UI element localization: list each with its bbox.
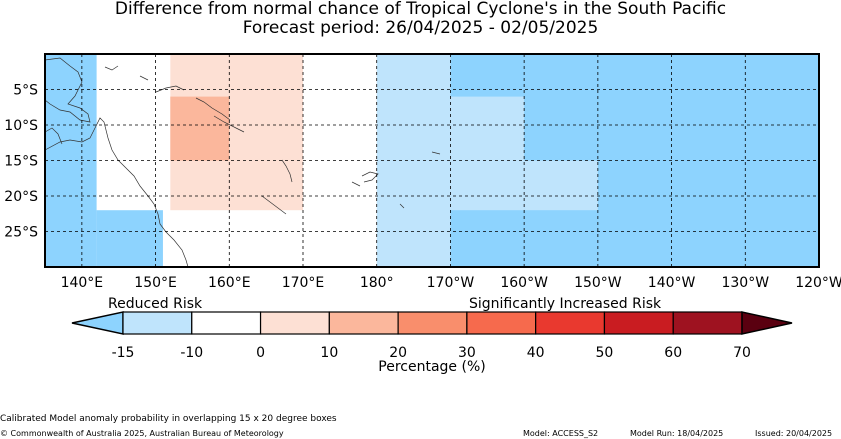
coastline-segment — [104, 65, 119, 71]
anomaly-cell — [450, 96, 525, 211]
colorbar-bin — [535, 311, 606, 335]
colorbar-tick-label: -10 — [180, 345, 203, 361]
coastline-segment — [281, 159, 293, 183]
coastline-segment — [261, 195, 287, 215]
colorbar-tick-label: 40 — [527, 345, 545, 361]
lat-tick-label: 15°S — [4, 154, 38, 170]
lon-tick-label: 170°E — [282, 275, 325, 291]
coastline-segment — [213, 115, 245, 133]
coastline — [44, 57, 441, 268]
colorbar-tick-label: 30 — [458, 345, 476, 361]
anomaly-cell — [170, 96, 230, 161]
lat-tick-label: 5°S — [13, 83, 38, 99]
colorbar-tick-label: 20 — [389, 345, 407, 361]
issued-date: Issued: 20/04/2025 — [755, 429, 833, 438]
colorbar-extend-high — [741, 311, 793, 335]
map-title: Difference from normal chance of Tropica… — [114, 0, 727, 19]
anomaly-cell — [96, 210, 163, 267]
lat-tick-label: 25°S — [4, 225, 38, 241]
colorbar-bin — [466, 311, 537, 335]
map-frame — [44, 53, 820, 268]
colorbar-bin — [397, 311, 468, 335]
colorbar-tick-label: 50 — [596, 345, 614, 361]
coastline-segment — [44, 57, 91, 123]
colorbar-tick-label: 0 — [256, 345, 265, 361]
coastline-segment — [431, 151, 441, 155]
colorbar: -15 -10 0 10 20 30 40 50 60 70 — [71, 311, 793, 361]
lon-tick-label: 130°W — [721, 275, 769, 291]
colorbar-tick-label: 70 — [733, 345, 751, 361]
method-note: Calibrated Model anomaly probability in … — [0, 414, 337, 424]
coastline-segment — [351, 181, 361, 187]
colorbar-bin — [122, 311, 193, 335]
colorbar-xlabel: Percentage (%) — [378, 359, 485, 375]
forecast-period: Forecast period: 26/04/2025 - 02/05/2025 — [242, 18, 599, 38]
coastline-segment — [44, 127, 63, 145]
lon-tick-label: 150°E — [134, 275, 177, 291]
increased-risk-label: Significantly Increased Risk — [469, 296, 662, 312]
lon-tick-label: 140°E — [61, 275, 104, 291]
gridlines — [45, 54, 819, 267]
lon-tick-label: 140°W — [648, 275, 696, 291]
lat-tick-label: 20°S — [4, 189, 38, 205]
lon-tick-label: 180° — [360, 275, 394, 291]
lon-tick-label: 170°W — [427, 275, 475, 291]
lon-tick-label: 150°W — [574, 275, 622, 291]
coastline-segment — [195, 97, 231, 121]
lon-tick-label: 160°E — [208, 275, 251, 291]
colorbar-bin — [191, 311, 262, 335]
reduced-risk-label: Reduced Risk — [108, 296, 203, 312]
model-name: Model: ACCESS_S2 — [523, 429, 599, 438]
colorbar-bin — [259, 311, 330, 335]
colorbar-bin — [672, 311, 743, 335]
lon-tick-label: 120°W — [795, 275, 841, 291]
model-run: Model Run: 18/04/2025 — [630, 429, 724, 438]
anomaly-cell — [524, 160, 598, 211]
colorbar-extend-low — [71, 311, 124, 335]
coastline-segment — [44, 117, 189, 268]
colorbar-tick-label: 10 — [320, 345, 338, 361]
lat-tick-label: 10°S — [4, 118, 38, 134]
longitude-labels: 140°E 150°E 160°E 170°E 180° 170°W 160°W 150°W 1… — [61, 275, 841, 291]
lon-tick-label: 160°W — [500, 275, 548, 291]
coastline-segment — [155, 85, 185, 93]
colorbar-bin — [328, 311, 399, 335]
latitude-labels: 5°S 10°S 15°S 20°S 25°S — [4, 83, 38, 241]
coastline-segment — [139, 75, 149, 81]
colorbar-tick-label: 60 — [664, 345, 682, 361]
coastline-segment — [361, 171, 379, 183]
colorbar-tick-label: -15 — [112, 345, 135, 361]
coastline-segment — [399, 203, 405, 209]
colorbar-bin — [603, 311, 674, 335]
copyright: © Commonwealth of Australia 2025, Austra… — [0, 429, 284, 438]
